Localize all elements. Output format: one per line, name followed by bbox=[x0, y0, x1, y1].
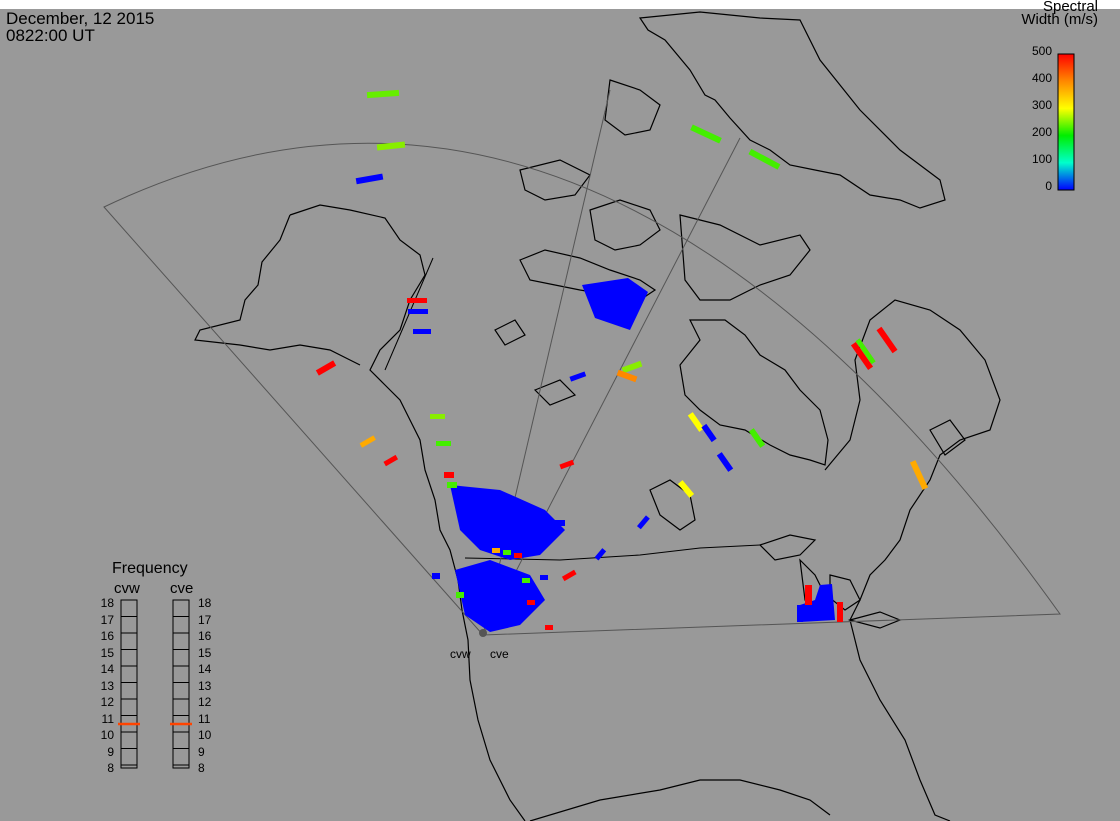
plot-date: December, 12 2015 bbox=[6, 9, 155, 28]
frequency-label-cve: 10 bbox=[198, 728, 212, 742]
colorbar-tick: 100 bbox=[1031, 152, 1052, 166]
frequency-radar-cvw: cvw bbox=[114, 580, 140, 597]
frequency-label-cve: 11 bbox=[198, 711, 211, 726]
echo-cluster-north bbox=[582, 278, 648, 330]
backscatter-echoes bbox=[315, 89, 929, 632]
frequency-scale-cve bbox=[172, 599, 190, 769]
frequency-label-cvw: 17 bbox=[100, 612, 114, 627]
frequency-label-cvw: 14 bbox=[100, 662, 114, 676]
frequency-radar-cve: cve bbox=[170, 580, 194, 597]
frequency-label-cve: 17 bbox=[198, 612, 212, 627]
frequency-label-cve: 15 bbox=[198, 645, 212, 660]
colorbar bbox=[1057, 53, 1075, 191]
frequency-scale-cvw bbox=[120, 599, 138, 769]
echo-cluster-near bbox=[450, 485, 565, 560]
colorbar-tick: 200 bbox=[1031, 125, 1052, 139]
frequency-label-cvw: 9 bbox=[107, 744, 114, 759]
echo-cluster-east bbox=[800, 584, 835, 622]
colorbar-tick: 0 bbox=[1045, 179, 1052, 193]
colorbar-tick: 300 bbox=[1031, 98, 1052, 112]
frequency-label-cvw: 16 bbox=[100, 629, 114, 643]
frequency-label-cve: 14 bbox=[198, 662, 212, 676]
frequency-label-cvw: 13 bbox=[100, 678, 114, 693]
frequency-title: Frequency bbox=[112, 560, 188, 577]
frequency-label-cve: 16 bbox=[198, 629, 212, 643]
frequency-label-cve: 12 bbox=[198, 695, 212, 709]
colorbar-title-line1: Spectral bbox=[1042, 0, 1098, 15]
site-label-cve: cve bbox=[490, 647, 509, 661]
site-label-cvw: cvw bbox=[450, 647, 471, 661]
plot-time: 0822:00 UT bbox=[6, 26, 95, 45]
frequency-label-cve: 8 bbox=[198, 761, 205, 775]
frequency-label-cvw: 11 bbox=[101, 711, 114, 726]
frequency-label-cve: 13 bbox=[198, 678, 212, 693]
map-background bbox=[0, 9, 1120, 821]
frequency-label-cve: 18 bbox=[198, 596, 212, 610]
frequency-label-cve: 9 bbox=[198, 744, 205, 759]
colorbar-scale bbox=[1057, 53, 1075, 191]
colorbar-tick: 500 bbox=[1031, 44, 1052, 58]
frequency-label-cvw: 15 bbox=[100, 645, 114, 660]
frequency-label-cvw: 8 bbox=[107, 761, 114, 775]
site-marker bbox=[479, 629, 487, 637]
frequency-label-cvw: 12 bbox=[100, 695, 114, 709]
frequency-label-cvw: 10 bbox=[100, 728, 114, 742]
frequency-label-cvw: 18 bbox=[100, 596, 114, 610]
colorbar-tick: 400 bbox=[1031, 71, 1052, 85]
frequency-scales bbox=[120, 599, 190, 769]
colorbar-title-line2: Width (m/s) bbox=[1021, 11, 1098, 28]
